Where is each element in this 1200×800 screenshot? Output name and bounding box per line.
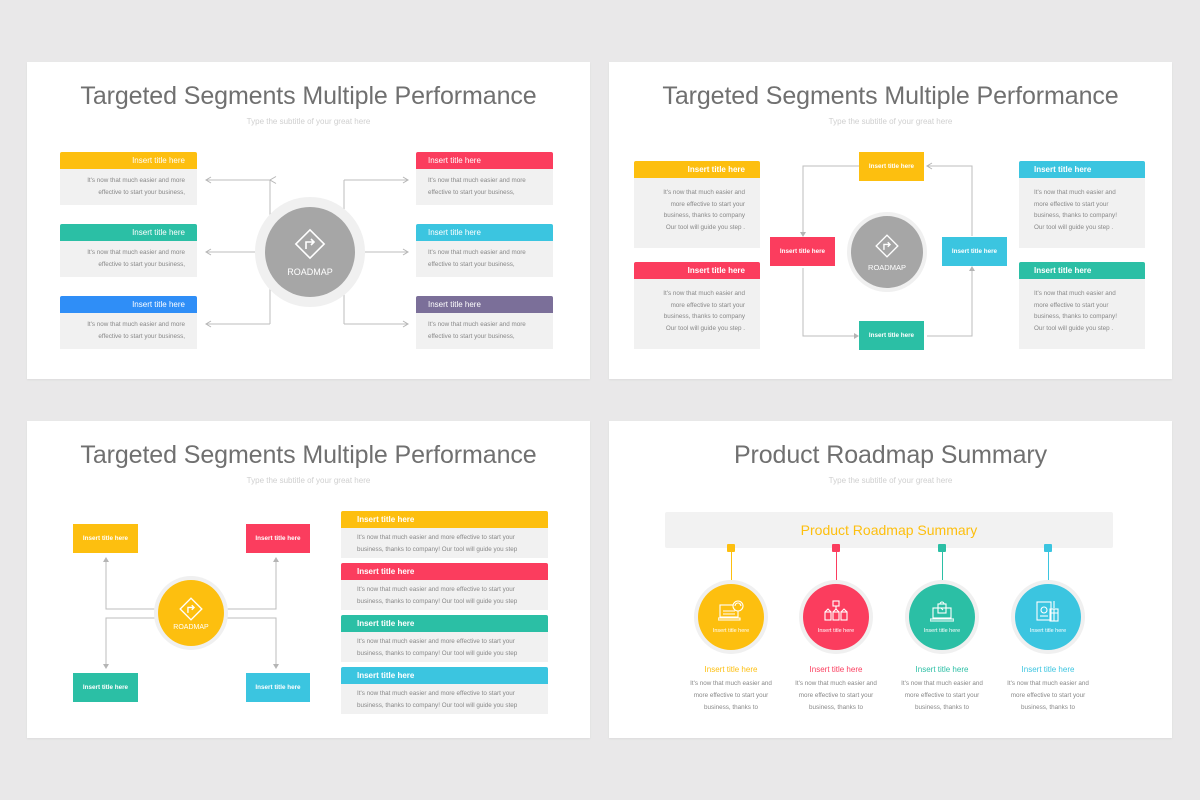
list-header[interactable]: Insert title here (341, 511, 548, 528)
list-body: It's now that much easier and more effec… (341, 684, 548, 714)
step-circle: Insert title here (909, 584, 975, 650)
roadmap-center[interactable]: ROADMAP (851, 216, 923, 288)
card-body: It's now that much easier and more effec… (416, 241, 553, 277)
slide-title: Targeted Segments Multiple Performance (662, 82, 1119, 110)
step-circle-label: Insert title here (712, 628, 750, 634)
card-body: It's now that much easier and more effec… (60, 313, 197, 349)
card-body: It's now that much easier and more effec… (416, 169, 553, 205)
list-header[interactable]: Insert title here (341, 563, 548, 580)
step-circle-label: Insert title here (817, 628, 855, 634)
card-header[interactable]: Insert title here (1019, 262, 1145, 279)
step-body: It's now that much easier and more effec… (795, 680, 877, 711)
card-header[interactable]: Insert title here (416, 152, 553, 169)
card-header[interactable]: Insert title here (634, 161, 760, 178)
center-label: ROADMAP (287, 267, 333, 277)
step-box-right[interactable]: Insert title here (942, 237, 1007, 266)
finance-documents-icon (1036, 601, 1059, 622)
card-header[interactable]: Insert title here (1019, 161, 1145, 178)
step-line (730, 552, 732, 580)
step-marker (938, 544, 946, 552)
step-title: Insert title here (809, 665, 863, 674)
card-body: It's now that much easier and more effec… (1019, 178, 1145, 248)
step-marker (1044, 544, 1052, 552)
roadmap-turn-icon (875, 233, 899, 258)
step-body: It's now that much easier and more effec… (1007, 680, 1089, 711)
step-line (835, 552, 837, 580)
roadmap-center[interactable]: ROADMAP (265, 207, 355, 297)
roadmap-step[interactable]: Insert title here Insert title here It's… (998, 544, 1098, 724)
summary-banner: Product Roadmap Summary (665, 512, 1113, 548)
list-body: It's now that much easier and more effec… (341, 632, 548, 662)
card-header[interactable]: Insert title here (60, 296, 197, 313)
step-marker (832, 544, 840, 552)
card-body: It's now that much easier and more effec… (60, 241, 197, 277)
cycle-arrows (800, 162, 975, 339)
step-box-top[interactable]: Insert title here (859, 152, 924, 181)
branch-box[interactable]: Insert title here (246, 524, 310, 553)
step-box-left[interactable]: Insert title here (770, 237, 835, 266)
slide-2[interactable]: Targeted Segments Multiple Performance T… (609, 62, 1172, 379)
roadmap-step[interactable]: Insert title here Insert title here It's… (786, 544, 886, 724)
connector-lines (103, 557, 279, 669)
list-body: It's now that much easier and more effec… (341, 580, 548, 610)
step-title: Insert title here (915, 665, 969, 674)
roadmap-step[interactable]: Insert title here Insert title here It's… (681, 544, 781, 724)
center-label: ROADMAP (173, 623, 209, 631)
step-circle: Insert title here (1015, 584, 1081, 650)
list-body: It's now that much easier and more effec… (341, 528, 548, 558)
step-circle: Insert title here (698, 584, 764, 650)
step-line (1047, 552, 1049, 580)
step-marker (727, 544, 735, 552)
branch-box[interactable]: Insert title here (73, 673, 138, 702)
step-title: Insert title here (1021, 665, 1075, 674)
roadmap-step[interactable]: Insert title here Insert title here It's… (892, 544, 992, 724)
slide-subtitle: Type the subtitle of your great here (246, 117, 371, 126)
step-body: It's now that much easier and more effec… (901, 680, 983, 711)
slide-title: Targeted Segments Multiple Performance (80, 82, 537, 110)
connector-lines (205, 176, 409, 328)
step-title: Insert title here (704, 665, 758, 674)
slide-subtitle: Type the subtitle of your great here (246, 476, 371, 485)
slide-title: Product Roadmap Summary (733, 441, 1048, 469)
slide-4[interactable]: Product Roadmap Summary Type the subtitl… (609, 421, 1172, 738)
slide-title: Targeted Segments Multiple Performance (80, 441, 537, 469)
slide-subtitle: Type the subtitle of your great here (828, 117, 953, 126)
card-body: It's now that much easier and more effec… (634, 178, 760, 248)
step-box-bottom[interactable]: Insert title here (859, 321, 924, 350)
card-body: It's now that much easier and more effec… (416, 313, 553, 349)
market-stalls-icon (824, 600, 848, 621)
roadmap-center[interactable]: ROADMAP (158, 580, 224, 646)
card-header[interactable]: Insert title here (60, 152, 197, 169)
card-body: It's now that much easier and more effec… (1019, 279, 1145, 349)
laptop-sync-icon (718, 600, 744, 621)
step-circle: Insert title here (803, 584, 869, 650)
card-header[interactable]: Insert title here (416, 224, 553, 241)
step-line (941, 552, 943, 580)
step-circle-label: Insert title here (923, 628, 961, 634)
center-label: ROADMAP (868, 262, 906, 272)
branch-box[interactable]: Insert title here (246, 673, 310, 702)
list-header[interactable]: Insert title here (341, 667, 548, 684)
card-body: It's now that much easier and more effec… (634, 279, 760, 349)
list-header[interactable]: Insert title here (341, 615, 548, 632)
card-header[interactable]: Insert title here (634, 262, 760, 279)
roadmap-turn-icon (179, 596, 203, 621)
shopping-laptop-icon (930, 601, 954, 622)
slide-subtitle: Type the subtitle of your great here (828, 476, 953, 485)
slide-3[interactable]: Targeted Segments Multiple Performance T… (27, 421, 590, 738)
card-header[interactable]: Insert title here (60, 224, 197, 241)
slide-1[interactable]: Targeted Segments Multiple Performance T… (27, 62, 590, 379)
card-body: It's now that much easier and more effec… (60, 169, 197, 205)
branch-box[interactable]: Insert title here (73, 524, 138, 553)
roadmap-turn-icon (294, 228, 326, 260)
step-circle-label: Insert title here (1029, 628, 1067, 634)
card-header[interactable]: Insert title here (416, 296, 553, 313)
step-body: It's now that much easier and more effec… (690, 680, 772, 711)
